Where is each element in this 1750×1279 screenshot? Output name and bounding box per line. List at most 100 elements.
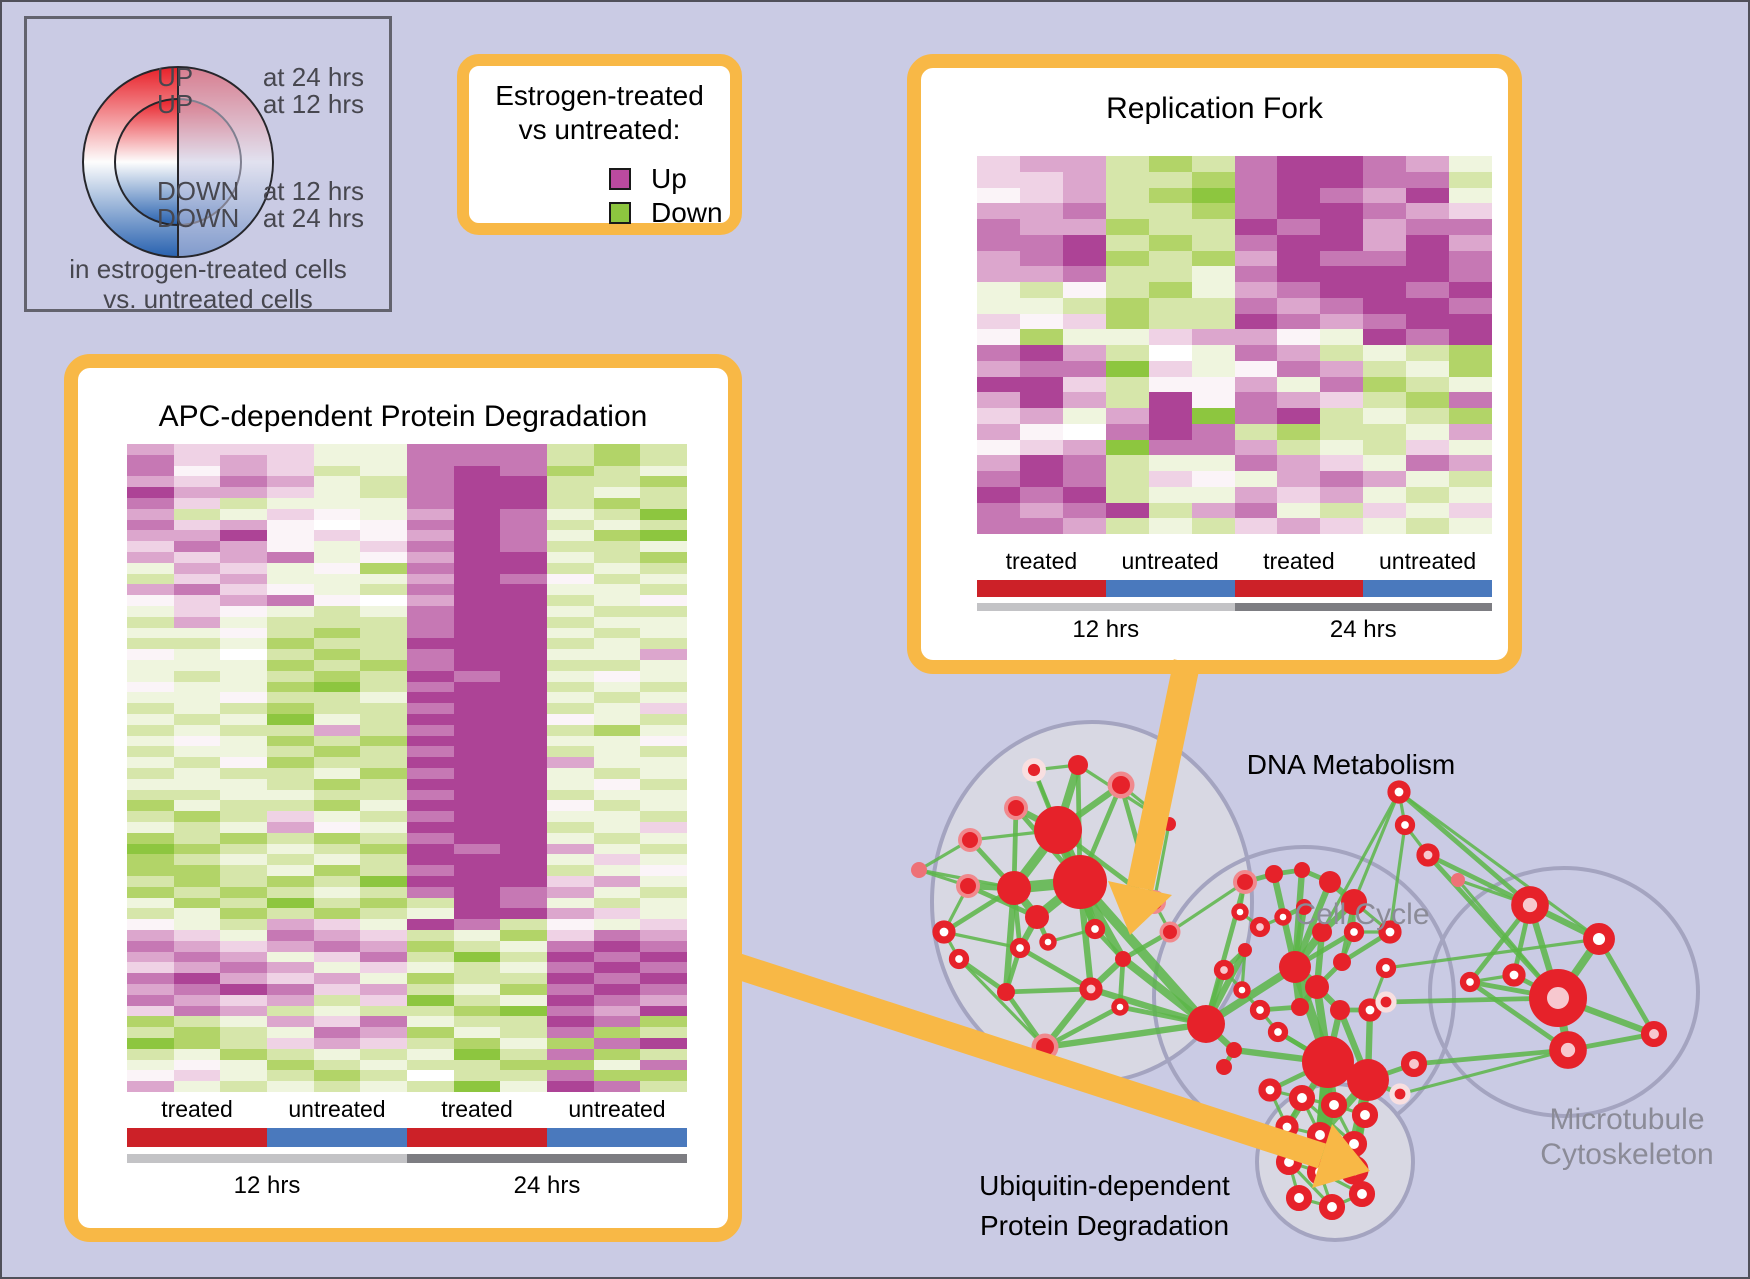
heatmap-cell xyxy=(500,627,547,639)
heatmap-cell xyxy=(1019,345,1063,361)
heatmap-cell xyxy=(453,670,501,682)
heatmap-cell xyxy=(407,508,454,520)
heatmap-cell xyxy=(1449,471,1492,487)
heatmap-cell xyxy=(173,562,221,574)
heatmap-cell xyxy=(173,573,221,585)
heatmap-cell xyxy=(1105,282,1149,298)
heatmap-cell xyxy=(547,606,594,617)
heatmap-cell xyxy=(1406,471,1450,487)
network-edge xyxy=(1203,879,1248,1027)
network-node xyxy=(1146,894,1162,910)
heatmap-cell xyxy=(127,638,174,650)
heatmap-cell xyxy=(593,444,641,455)
heatmap-cell xyxy=(313,757,361,768)
network-edge xyxy=(1511,972,1561,1001)
heatmap-cell xyxy=(640,951,687,963)
heatmap-cell xyxy=(360,530,407,542)
heatmap-cell xyxy=(500,768,547,779)
network-node xyxy=(1162,817,1176,831)
heatmap-cell xyxy=(360,822,407,833)
network-edge xyxy=(1300,1096,1356,1146)
heatmap-cell xyxy=(1019,156,1063,172)
heatmap-cell xyxy=(1320,376,1364,393)
heatmap-cell xyxy=(407,638,454,650)
heatmap-cell xyxy=(547,508,594,520)
heatmap-cell xyxy=(407,454,454,466)
heatmap-cell xyxy=(1277,471,1321,487)
heatmap-cell xyxy=(1363,455,1407,471)
heatmap-cell xyxy=(1363,203,1407,219)
network-edge xyxy=(1411,1047,1571,1067)
heatmap-cell xyxy=(1363,376,1407,393)
network-edge xyxy=(1456,878,1560,1000)
heatmap-cell xyxy=(360,454,407,466)
heatmap-cell xyxy=(500,660,547,671)
heatmap-cell xyxy=(127,616,174,628)
heatmap-cell xyxy=(1105,156,1149,172)
heatmap-cell xyxy=(640,692,687,704)
heatmap-cell xyxy=(1449,486,1492,503)
heatmap-cell xyxy=(1234,518,1278,534)
heatmap-cell xyxy=(640,746,687,758)
heatmap-cell xyxy=(640,865,687,876)
heatmap-cell xyxy=(1105,471,1149,487)
network-edge xyxy=(1202,1020,1238,1054)
heatmap-cell xyxy=(1406,408,1450,424)
heatmap-cell xyxy=(593,746,641,758)
heatmap-cell xyxy=(1406,455,1450,471)
network-edge xyxy=(1013,805,1083,885)
network-node xyxy=(958,828,982,852)
heatmap-cell xyxy=(220,789,267,801)
network-node xyxy=(1549,1031,1587,1069)
heatmap-cell xyxy=(977,171,1020,188)
heatmap-cell xyxy=(173,973,221,984)
heatmap-cell xyxy=(977,250,1020,267)
heatmap-cell xyxy=(1148,282,1192,298)
heatmap-cell xyxy=(220,876,267,887)
heatmap-cell xyxy=(267,800,314,812)
heatmap-cell xyxy=(640,681,687,693)
heatmap-cell xyxy=(453,519,501,531)
heatmap-cell xyxy=(173,746,221,758)
condition-label: untreated xyxy=(288,1096,386,1122)
heatmap-cell xyxy=(1019,203,1063,219)
network-node xyxy=(1233,981,1251,999)
heatmap-cell xyxy=(267,832,314,844)
heatmap-cell xyxy=(1105,203,1149,219)
heatmap-cell xyxy=(640,573,687,585)
heatmap-cell xyxy=(313,530,361,542)
down-swatch xyxy=(609,202,631,224)
heatmap-cell xyxy=(977,329,1020,345)
heatmap-cell xyxy=(593,519,641,531)
heatmap-cell xyxy=(407,994,454,1006)
heatmap-cell xyxy=(267,1005,314,1017)
network-node xyxy=(960,878,976,894)
flow-arrow-shaft xyxy=(729,952,1327,1169)
network-edge xyxy=(1041,985,1095,1051)
network-edge xyxy=(1285,1096,1304,1129)
treatment-bar-segment xyxy=(547,1128,687,1147)
heatmap-cell xyxy=(127,1081,174,1092)
heatmap-cell xyxy=(1234,313,1278,330)
apc-heatmap-panel: APC-dependent Protein Degradation treate… xyxy=(64,354,742,1242)
heatmap-cell xyxy=(267,940,314,952)
network-edge xyxy=(942,930,961,961)
network-edge xyxy=(1202,963,1299,1028)
network-edge xyxy=(1010,884,1041,921)
heatmap-cell xyxy=(360,562,407,574)
heatmap-cell xyxy=(1062,234,1106,251)
heatmap-cell xyxy=(1320,266,1364,282)
heatmap-cell xyxy=(313,1070,361,1082)
network-edge xyxy=(1287,1160,1334,1209)
microtubule-cytoskeleton-label: Microtubule Cytoskeleton xyxy=(1472,1102,1748,1172)
apc-heatmap xyxy=(127,444,687,1092)
heatmap-cell xyxy=(453,822,501,833)
heatmap-cell xyxy=(360,714,407,725)
network-edge xyxy=(1003,989,1048,1050)
heatmap-cell xyxy=(127,627,174,639)
heatmap-cell xyxy=(1406,187,1450,204)
network-node xyxy=(1231,903,1249,921)
heatmap-cell xyxy=(593,692,641,704)
network-node xyxy=(1511,886,1549,924)
heatmap-cell xyxy=(453,584,501,596)
